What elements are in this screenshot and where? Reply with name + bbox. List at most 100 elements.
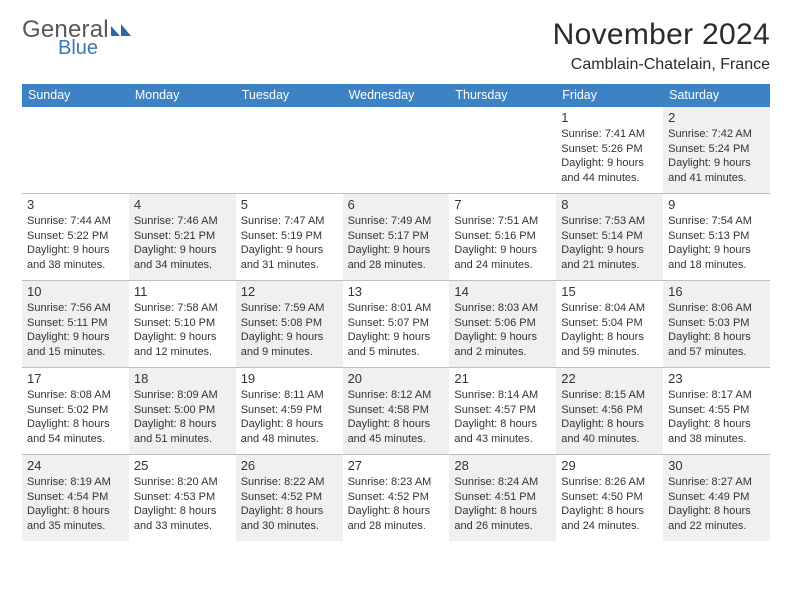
day-sunset: Sunset: 5:10 PM	[134, 316, 231, 331]
day-sunrise: Sunrise: 7:47 AM	[241, 214, 338, 229]
day-cell: 19Sunrise: 8:11 AMSunset: 4:59 PMDayligh…	[236, 368, 343, 454]
day-daylight2: and 59 minutes.	[561, 345, 658, 360]
day-daylight2: and 48 minutes.	[241, 432, 338, 447]
day-number: 5	[241, 197, 338, 212]
day-sunrise: Sunrise: 7:41 AM	[561, 127, 658, 142]
day-sunrise: Sunrise: 8:06 AM	[668, 301, 765, 316]
day-daylight2: and 21 minutes.	[561, 258, 658, 273]
day-sunrise: Sunrise: 8:12 AM	[348, 388, 445, 403]
day-cell: 12Sunrise: 7:59 AMSunset: 5:08 PMDayligh…	[236, 281, 343, 367]
day-number: 12	[241, 284, 338, 299]
day-cell: 28Sunrise: 8:24 AMSunset: 4:51 PMDayligh…	[449, 455, 556, 541]
day-sunset: Sunset: 5:24 PM	[668, 142, 765, 157]
day-daylight1: Daylight: 9 hours	[668, 243, 765, 258]
weekday-header: Monday	[129, 84, 236, 107]
day-number: 28	[454, 458, 551, 473]
day-daylight1: Daylight: 9 hours	[454, 330, 551, 345]
day-daylight1: Daylight: 8 hours	[134, 417, 231, 432]
day-cell: 25 Sunrise: 8:20 AMSunset: 4:53 PMDayligh…	[129, 455, 236, 541]
day-daylight2: and 15 minutes.	[27, 345, 124, 360]
day-cell: 9Sunrise: 7:54 AMSunset: 5:13 PMDaylight…	[663, 194, 770, 280]
day-daylight1: Daylight: 9 hours	[348, 243, 445, 258]
day-sunrise: Sunrise: 7:49 AM	[348, 214, 445, 229]
day-number: 24	[27, 458, 124, 473]
day-number: 25	[134, 458, 231, 473]
day-daylight2: and 57 minutes.	[668, 345, 765, 360]
weekday-header-row: Sunday Monday Tuesday Wednesday Thursday…	[22, 84, 770, 107]
day-daylight2: and 45 minutes.	[348, 432, 445, 447]
day-sunrise: Sunrise: 7:53 AM	[561, 214, 658, 229]
day-cell: 7Sunrise: 7:51 AMSunset: 5:16 PMDaylight…	[449, 194, 556, 280]
day-daylight1: Daylight: 8 hours	[561, 417, 658, 432]
day-daylight1: Daylight: 9 hours	[668, 156, 765, 171]
empty-cell	[22, 107, 129, 193]
day-sunset: Sunset: 4:50 PM	[561, 490, 658, 505]
day-number: 9	[668, 197, 765, 212]
day-cell: 4Sunrise: 7:46 AMSunset: 5:21 PMDaylight…	[129, 194, 236, 280]
day-daylight2: and 2 minutes.	[454, 345, 551, 360]
day-number: 22	[561, 371, 658, 386]
day-daylight1: Daylight: 8 hours	[241, 504, 338, 519]
day-cell: 24Sunrise: 8:19 AMSunset: 4:54 PMDayligh…	[22, 455, 129, 541]
day-sunset: Sunset: 5:16 PM	[454, 229, 551, 244]
brand-mark-icon	[111, 22, 131, 38]
month-title: November 2024	[553, 18, 770, 52]
day-number: 6	[348, 197, 445, 212]
day-cell: 11Sunrise: 7:58 AMSunset: 5:10 PMDayligh…	[129, 281, 236, 367]
day-number: 16	[668, 284, 765, 299]
day-number: 8	[561, 197, 658, 212]
day-daylight2: and 18 minutes.	[668, 258, 765, 273]
day-daylight1: Daylight: 8 hours	[134, 504, 231, 519]
day-cell: 15Sunrise: 8:04 AMSunset: 5:04 PMDayligh…	[556, 281, 663, 367]
day-cell: 27Sunrise: 8:23 AMSunset: 4:52 PMDayligh…	[343, 455, 450, 541]
location-subtitle: Camblain-Chatelain, France	[553, 56, 770, 74]
day-sunrise: Sunrise: 8:23 AM	[348, 475, 445, 490]
day-cell: 29Sunrise: 8:26 AMSunset: 4:50 PMDayligh…	[556, 455, 663, 541]
day-sunrise: Sunrise: 8:20 AM	[134, 475, 231, 490]
day-sunrise: Sunrise: 7:58 AM	[134, 301, 231, 316]
day-sunset: Sunset: 4:54 PM	[27, 490, 124, 505]
title-block: November 2024 Camblain-Chatelain, France	[553, 18, 770, 74]
day-daylight1: Daylight: 8 hours	[241, 417, 338, 432]
calendar: Sunday Monday Tuesday Wednesday Thursday…	[22, 84, 770, 541]
day-daylight2: and 22 minutes.	[668, 519, 765, 534]
day-cell: 5Sunrise: 7:47 AMSunset: 5:19 PMDaylight…	[236, 194, 343, 280]
day-daylight1: Daylight: 9 hours	[27, 243, 124, 258]
weekday-header: Sunday	[22, 84, 129, 107]
weeks-container: 1Sunrise: 7:41 AMSunset: 5:26 PMDaylight…	[22, 107, 770, 541]
day-daylight1: Daylight: 9 hours	[27, 330, 124, 345]
day-sunset: Sunset: 5:13 PM	[668, 229, 765, 244]
weekday-header: Friday	[556, 84, 663, 107]
day-number: 23	[668, 371, 765, 386]
day-sunrise: Sunrise: 8:03 AM	[454, 301, 551, 316]
day-sunset: Sunset: 5:00 PM	[134, 403, 231, 418]
week-row: 17Sunrise: 8:08 AMSunset: 5:02 PMDayligh…	[22, 367, 770, 454]
day-daylight1: Daylight: 8 hours	[27, 504, 124, 519]
day-daylight2: and 28 minutes.	[348, 258, 445, 273]
week-row: 3Sunrise: 7:44 AMSunset: 5:22 PMDaylight…	[22, 193, 770, 280]
day-daylight2: and 38 minutes.	[668, 432, 765, 447]
day-daylight1: Daylight: 8 hours	[348, 504, 445, 519]
day-sunset: Sunset: 5:26 PM	[561, 142, 658, 157]
day-daylight1: Daylight: 8 hours	[27, 417, 124, 432]
day-cell: 1Sunrise: 7:41 AMSunset: 5:26 PMDaylight…	[556, 107, 663, 193]
day-daylight1: Daylight: 9 hours	[561, 156, 658, 171]
day-cell: 3Sunrise: 7:44 AMSunset: 5:22 PMDaylight…	[22, 194, 129, 280]
day-cell: 21Sunrise: 8:14 AMSunset: 4:57 PMDayligh…	[449, 368, 556, 454]
week-row: 1Sunrise: 7:41 AMSunset: 5:26 PMDaylight…	[22, 107, 770, 193]
day-number: 20	[348, 371, 445, 386]
day-sunrise: Sunrise: 7:42 AM	[668, 127, 765, 142]
weekday-header: Tuesday	[236, 84, 343, 107]
day-daylight1: Daylight: 9 hours	[241, 330, 338, 345]
day-number: 29	[561, 458, 658, 473]
day-number: 17	[27, 371, 124, 386]
day-sunset: Sunset: 5:22 PM	[27, 229, 124, 244]
day-daylight1: Daylight: 8 hours	[348, 417, 445, 432]
week-row: 10Sunrise: 7:56 AMSunset: 5:11 PMDayligh…	[22, 280, 770, 367]
day-sunset: Sunset: 4:52 PM	[241, 490, 338, 505]
day-sunset: Sunset: 5:14 PM	[561, 229, 658, 244]
day-daylight1: Daylight: 8 hours	[454, 417, 551, 432]
day-sunset: Sunset: 5:02 PM	[27, 403, 124, 418]
day-sunset: Sunset: 4:53 PM	[134, 490, 231, 505]
day-number: 15	[561, 284, 658, 299]
